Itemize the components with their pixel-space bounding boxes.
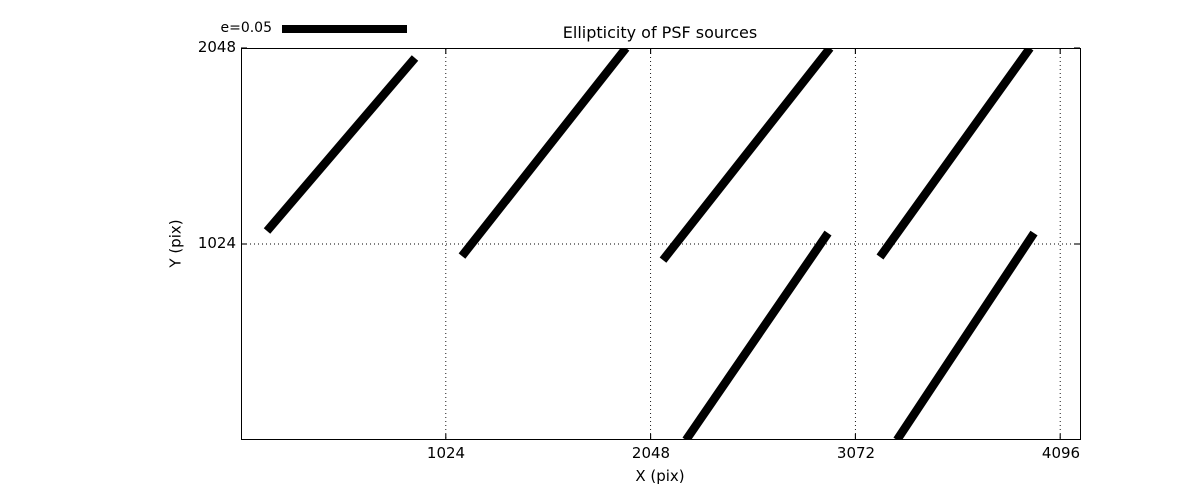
x-axis-label: X (pix)	[635, 467, 685, 485]
chart-title: Ellipticity of PSF sources	[562, 23, 758, 42]
x-tick-label-4096: 4096	[1041, 444, 1081, 462]
legend-swatch-bar	[282, 25, 407, 33]
y-tick-label-2048: 2048	[197, 38, 236, 56]
y-tick-label-1024: 1024	[197, 234, 236, 252]
x-tick-label-1024: 1024	[426, 444, 466, 462]
y-axis-label: Y (pix)	[166, 219, 185, 268]
plot-area	[241, 48, 1081, 440]
x-tick-label-3072: 3072	[836, 444, 876, 462]
x-tick-label-2048: 2048	[631, 444, 671, 462]
legend-label: e=0.05	[220, 20, 272, 36]
